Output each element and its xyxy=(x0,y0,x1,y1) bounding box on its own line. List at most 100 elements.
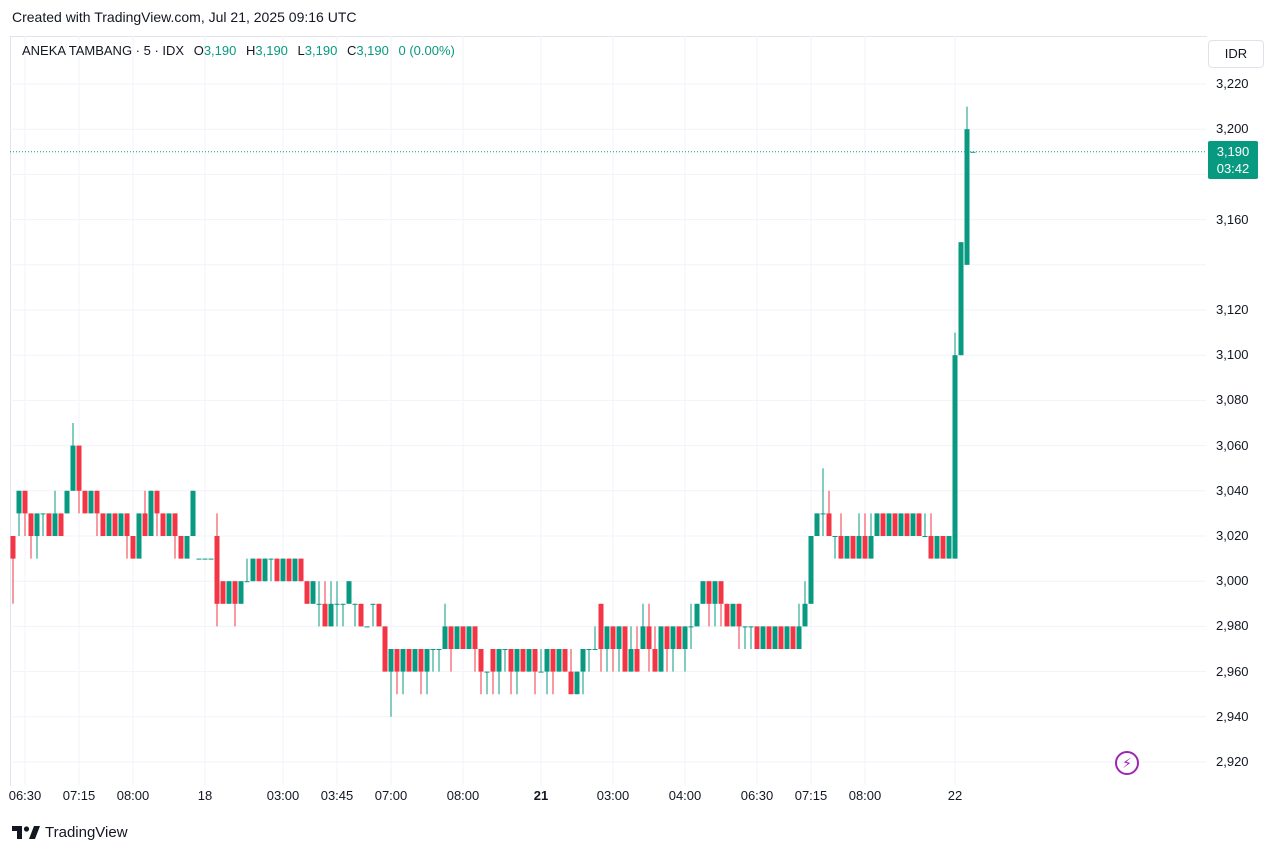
candle-body xyxy=(352,603,358,605)
candle-body xyxy=(832,536,838,537)
candle xyxy=(124,513,130,559)
candle xyxy=(118,513,124,536)
legend-change: 0 (0.00%) xyxy=(398,43,455,58)
candle-body xyxy=(610,626,616,649)
candle-body xyxy=(556,649,562,672)
candle xyxy=(334,581,340,627)
candle-body xyxy=(916,513,922,536)
legend-close-label: C xyxy=(346,43,357,58)
candle-body xyxy=(16,490,22,514)
candle xyxy=(916,513,922,536)
time-tick-label: 03:45 xyxy=(320,788,354,803)
candle xyxy=(322,581,328,627)
time-tick-label: 07:00 xyxy=(374,788,408,803)
candle-body xyxy=(526,649,532,672)
candle-body xyxy=(220,581,226,604)
candle xyxy=(700,581,706,604)
candle xyxy=(874,513,880,536)
candle-body xyxy=(268,558,274,560)
price-tick-label: 2,980 xyxy=(1216,618,1249,634)
currency-button[interactable]: IDR xyxy=(1208,40,1264,68)
candle xyxy=(508,649,514,695)
time-tick-label: 03:00 xyxy=(596,788,630,803)
candle xyxy=(418,649,424,695)
candle xyxy=(490,649,496,695)
candle-body xyxy=(958,242,964,356)
candle xyxy=(604,626,610,672)
candle xyxy=(952,332,958,559)
candle-body xyxy=(814,513,820,536)
candle xyxy=(850,536,856,559)
tradingview-logo[interactable]: TradingView xyxy=(12,824,128,841)
candle xyxy=(286,558,292,582)
candle-body xyxy=(46,513,52,536)
last-price-countdown: 03:42 xyxy=(1216,161,1250,176)
candle xyxy=(772,626,778,649)
candle-body xyxy=(646,626,652,649)
candle-body xyxy=(640,626,646,649)
candle xyxy=(364,626,370,628)
chart-legend: ANEKA TAMBANG · 5 · IDX O3,190 H3,190 L3… xyxy=(22,43,455,58)
candle-body xyxy=(892,513,898,536)
candle xyxy=(466,626,472,649)
candle-body xyxy=(100,513,106,536)
candle xyxy=(460,626,466,649)
candle-body xyxy=(514,649,520,672)
candle-body xyxy=(64,490,70,514)
legend-high: 3,190 xyxy=(255,43,288,58)
time-tick-label: 07:15 xyxy=(62,788,96,803)
lightning-icon[interactable]: ⚡ xyxy=(1115,751,1139,775)
candle xyxy=(628,626,634,672)
candle xyxy=(262,558,268,582)
candle-body xyxy=(670,626,676,649)
candle-body xyxy=(826,513,832,536)
candle xyxy=(208,558,214,560)
candle-body xyxy=(436,649,442,650)
candle xyxy=(16,490,22,536)
candle-body xyxy=(466,626,472,649)
candle xyxy=(454,626,460,649)
candle-body xyxy=(604,626,610,649)
candle xyxy=(922,513,928,537)
candle-body xyxy=(256,558,262,582)
candle xyxy=(694,603,700,627)
candle xyxy=(946,536,952,559)
candle xyxy=(100,513,106,536)
candle xyxy=(106,513,112,536)
candle-body xyxy=(274,558,280,582)
candle-body xyxy=(280,558,286,582)
candle-body xyxy=(178,536,184,559)
candle xyxy=(736,603,742,649)
candle-body xyxy=(844,536,850,559)
candle xyxy=(310,581,316,604)
candle-body xyxy=(538,671,544,673)
candle-body xyxy=(484,671,490,673)
legend-low-label: L xyxy=(297,43,305,58)
legend-symbol[interactable]: ANEKA TAMBANG · 5 · IDX xyxy=(22,43,185,58)
candle xyxy=(388,649,394,717)
price-tick-label: 3,060 xyxy=(1216,437,1249,453)
candle xyxy=(820,468,826,536)
candle-body xyxy=(382,626,388,672)
candle-body xyxy=(778,626,784,649)
candle-body xyxy=(598,603,604,649)
candle-body xyxy=(334,603,340,605)
candle-body xyxy=(316,603,322,605)
candle-body xyxy=(226,581,232,604)
candle-body xyxy=(232,581,238,604)
last-price-value: 3,190 xyxy=(1216,144,1250,159)
candle xyxy=(442,603,448,649)
candle-body xyxy=(88,490,94,514)
candle xyxy=(94,490,100,536)
candle xyxy=(880,513,886,536)
candle-body xyxy=(508,649,514,672)
tradingview-logo-icon xyxy=(12,825,40,839)
candle-body xyxy=(772,626,778,649)
candle-body xyxy=(718,581,724,604)
candle xyxy=(580,649,586,695)
candle-body xyxy=(886,513,892,536)
candle-body xyxy=(946,536,952,559)
price-tick-label: 3,100 xyxy=(1216,347,1249,363)
candle-body xyxy=(700,581,706,604)
